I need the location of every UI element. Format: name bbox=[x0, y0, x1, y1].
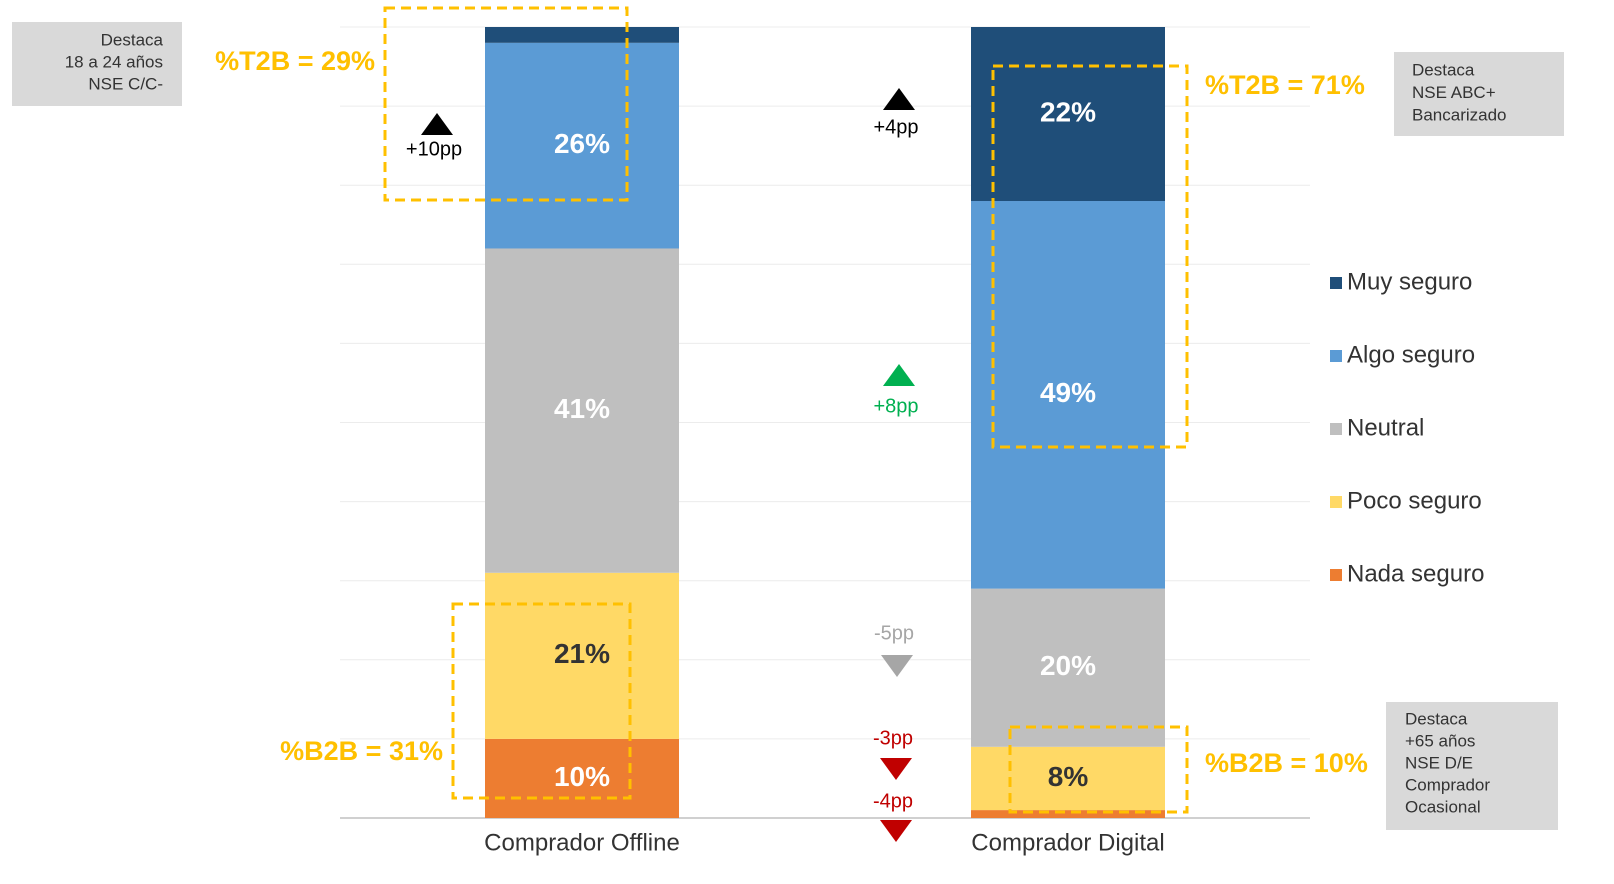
legend-swatch bbox=[1330, 350, 1342, 362]
callout-text: +65 años bbox=[1405, 731, 1475, 750]
callout-text: NSE ABC+ bbox=[1412, 83, 1496, 102]
callout-text: NSE D/E bbox=[1405, 753, 1473, 772]
bar-segment bbox=[971, 201, 1165, 589]
callout-box bbox=[1386, 702, 1558, 830]
highlight-label: %T2B = 71% bbox=[1205, 70, 1365, 100]
value-label: 20% bbox=[1040, 650, 1096, 681]
change-label: -4pp bbox=[873, 790, 913, 812]
callout-box bbox=[1394, 52, 1564, 136]
callout-text: Destaca bbox=[101, 30, 164, 49]
change-arrow bbox=[883, 88, 915, 110]
value-label: 49% bbox=[1040, 377, 1096, 408]
bar-segment bbox=[971, 746, 1165, 811]
bar-segment bbox=[971, 810, 1165, 818]
callout-text: Ocasional bbox=[1405, 797, 1481, 816]
callout-text: Destaca bbox=[1412, 60, 1475, 79]
x-tick-label: Comprador Digital bbox=[971, 829, 1164, 856]
change-label: +10pp bbox=[406, 138, 462, 160]
change-label: +4pp bbox=[873, 116, 918, 138]
legend-swatch bbox=[1330, 496, 1342, 508]
change-arrow bbox=[880, 820, 912, 842]
highlight-label: %T2B = 29% bbox=[215, 46, 375, 76]
highlight-box bbox=[991, 64, 1189, 449]
bar-segment bbox=[971, 588, 1165, 747]
callout-text: NSE C/C- bbox=[88, 74, 163, 93]
change-label: +8pp bbox=[873, 395, 918, 417]
change-arrow bbox=[880, 758, 912, 780]
change-label: -5pp bbox=[874, 622, 914, 644]
legend-swatch bbox=[1330, 423, 1342, 435]
legend-label: Muy seguro bbox=[1347, 268, 1472, 295]
bar-segment bbox=[485, 42, 679, 249]
change-arrow bbox=[421, 113, 453, 135]
value-label: 22% bbox=[1040, 96, 1096, 127]
legend-swatch bbox=[1330, 277, 1342, 289]
callout-text: 18 a 24 años bbox=[65, 52, 163, 71]
highlight-label: %B2B = 10% bbox=[1205, 748, 1368, 778]
change-label: -3pp bbox=[873, 727, 913, 749]
legend-label: Nada seguro bbox=[1347, 560, 1484, 587]
callout-box bbox=[12, 22, 182, 106]
callout-text: Comprador bbox=[1405, 775, 1490, 794]
legend-label: Algo seguro bbox=[1347, 341, 1475, 368]
change-arrow bbox=[883, 364, 915, 386]
value-label: 41% bbox=[554, 393, 610, 424]
legend-label: Neutral bbox=[1347, 414, 1424, 441]
legend-label: Poco seguro bbox=[1347, 487, 1482, 514]
highlight-box bbox=[451, 602, 632, 800]
bar-segment bbox=[485, 572, 679, 739]
value-label: 21% bbox=[554, 638, 610, 669]
value-label: 26% bbox=[554, 128, 610, 159]
value-label: 10% bbox=[554, 761, 610, 792]
value-label: 8% bbox=[1048, 761, 1089, 792]
bar-segment bbox=[485, 27, 679, 43]
x-tick-label: Comprador Offline bbox=[484, 829, 680, 856]
bar-segment bbox=[485, 248, 679, 573]
highlight-box bbox=[1008, 725, 1189, 814]
highlight-box bbox=[383, 6, 629, 202]
callout-text: Destaca bbox=[1405, 709, 1468, 728]
legend-swatch bbox=[1330, 569, 1342, 581]
bar-segment bbox=[971, 27, 1165, 202]
bar-segment bbox=[485, 738, 679, 818]
callout-text: Bancarizado bbox=[1412, 105, 1507, 124]
highlight-label: %B2B = 31% bbox=[280, 736, 443, 766]
change-arrow bbox=[881, 655, 913, 677]
